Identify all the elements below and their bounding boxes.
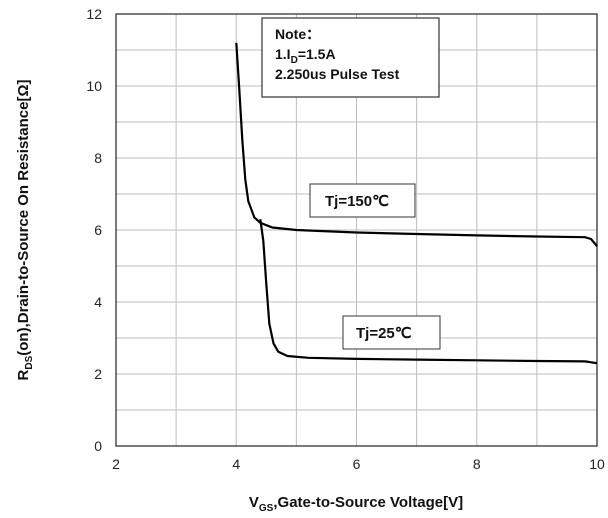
- series-line-1: [259, 219, 598, 365]
- note-line-2: 2.250us Pulse Test: [275, 66, 400, 82]
- y-tick-label: 8: [94, 150, 102, 166]
- series-line-0: [235, 42, 598, 247]
- series-label-150-box: [309, 183, 416, 218]
- y-tick-label: 4: [94, 294, 102, 310]
- x-tick-label: 2: [112, 456, 120, 472]
- x-tick-label: 8: [473, 456, 481, 472]
- note-box-frame: [261, 17, 440, 98]
- series-label-25-text: Tj=25℃: [356, 325, 412, 342]
- series-label-25: Tj=25℃: [342, 315, 441, 350]
- y-tick-label: 2: [94, 366, 102, 382]
- y-tick-label: 12: [86, 6, 102, 22]
- series-label-150-text: Tj=150℃: [325, 193, 389, 210]
- plot-area-border: [115, 13, 598, 447]
- note-title: Note：: [275, 26, 320, 42]
- series-lines: [235, 42, 598, 365]
- x-tick-label: 6: [353, 456, 361, 472]
- y-tick-label: 0: [94, 438, 102, 454]
- y-tick-label: 10: [86, 78, 102, 94]
- x-axis-title: VGS,Gate-to-Source Voltage[V]: [249, 494, 463, 514]
- x-tick-label: 10: [589, 456, 605, 472]
- series-label-25-box: [342, 315, 441, 350]
- y-axis-title: RDS(on),Drain-to-Source On Resistance[Ω]: [15, 80, 35, 381]
- note-line-1: 1.ID=1.5A: [275, 46, 336, 66]
- y-tick-label: 6: [94, 222, 102, 238]
- series-label-150: Tj=150℃: [309, 183, 416, 218]
- x-tick-label: 4: [232, 456, 240, 472]
- note-box: Note： 1.ID=1.5A 2.250us Pulse Test: [261, 17, 440, 98]
